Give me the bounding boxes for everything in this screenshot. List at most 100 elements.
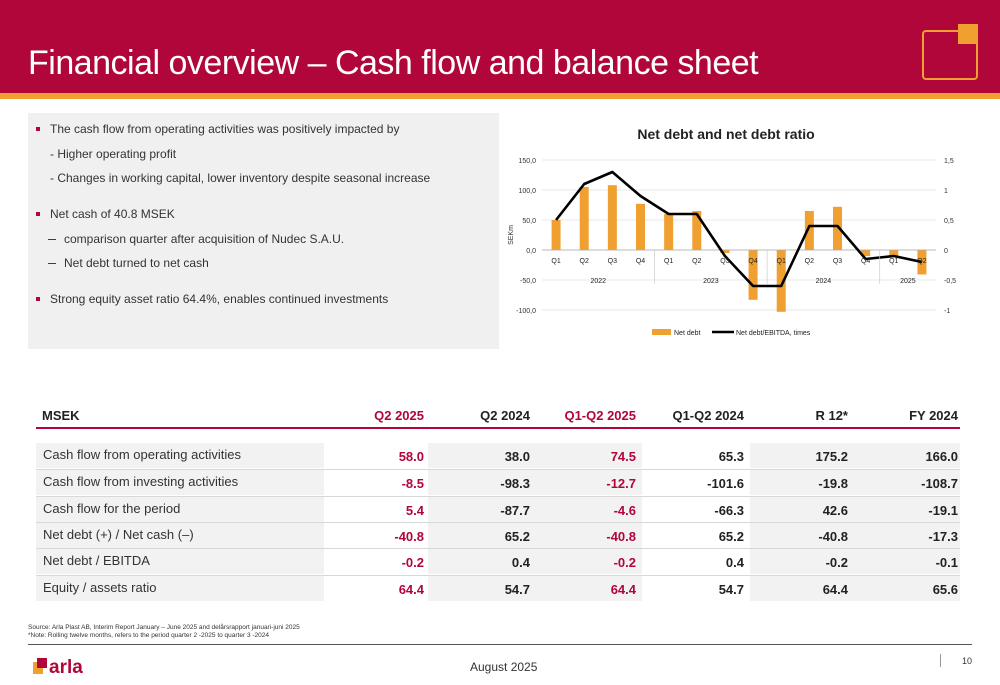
x-tick-label: Q4 [861, 258, 870, 265]
row-ytd-bg [428, 497, 642, 522]
table-cell: -19.1 [928, 503, 958, 518]
row-label: Cash flow from investing activities [43, 474, 239, 489]
row-fy-bg [750, 443, 960, 468]
table-cell: -19.8 [818, 476, 848, 491]
x-tick-label: Q3 [608, 258, 617, 265]
table-cell: 54.7 [504, 582, 530, 597]
column-header: FY 2024 [909, 408, 958, 423]
bullet-panel: The cash flow from operating activities … [28, 113, 499, 349]
column-header: R 12* [815, 408, 848, 423]
page-number: 10 [962, 656, 973, 666]
bar [776, 250, 786, 312]
bullet-2-sub-1: comparison quarter after acquisition of … [64, 232, 345, 246]
legend-line-label: Net debt/EBITDA, times [736, 330, 811, 337]
y-tick-label: -50,0 [520, 278, 536, 285]
bar [917, 250, 927, 275]
bar [692, 211, 702, 250]
table-cell: 175.2 [815, 449, 848, 464]
row-fy-bg [750, 497, 960, 522]
bullet-1-sub-1: - Higher operating profit [50, 147, 177, 161]
table-header-line [36, 427, 960, 429]
table-cell: 64.4 [610, 582, 636, 597]
column-header: Q2 2024 [480, 408, 530, 423]
ratio-line [555, 170, 923, 288]
table-cell: -4.6 [613, 503, 636, 518]
bullet-1: The cash flow from operating activities … [50, 122, 400, 136]
table-cell: 65.6 [932, 582, 958, 597]
brand-name: arla [49, 657, 83, 678]
footer-line [28, 644, 972, 645]
x-tick-label: Q2 [805, 258, 814, 265]
column-header: Q1-Q2 2025 [564, 408, 636, 423]
dash-marker [48, 239, 56, 240]
table-cell: 58.0 [398, 449, 424, 464]
table-cell: 64.4 [822, 582, 848, 597]
table-cell: 65.2 [504, 529, 530, 544]
table-cell: -0.2 [401, 555, 424, 570]
table-cell: 166.0 [925, 449, 958, 464]
x-tick-label: Q3 [833, 258, 842, 265]
column-header: Q2 2025 [374, 408, 424, 423]
y-tick-label: -100,0 [516, 308, 536, 315]
row-ytd-bg [428, 576, 642, 601]
table-cell: -40.8 [394, 529, 424, 544]
bar [889, 250, 899, 258]
row-ytd-bg [428, 549, 642, 574]
page-title: Financial overview – Cash flow and balan… [28, 44, 759, 82]
y2-tick-label: -1 [944, 308, 950, 315]
table-cell: -0.2 [825, 555, 848, 570]
y2-tick-label: 1 [944, 188, 948, 195]
x-tick-label: Q1 [551, 258, 560, 265]
row-label-bg [36, 549, 324, 574]
table-cell: 65.3 [718, 449, 744, 464]
row-ytd-bg [428, 470, 642, 495]
bullet-1-sub-2: - Changes in working capital, lower inve… [50, 171, 431, 185]
y-tick-label: 150,0 [518, 158, 536, 165]
year-label: 2022 [590, 278, 606, 285]
financial-table: MSEK Q2 2025 Q2 2024 Q1-Q2 2025 Q1-Q2 2024 R… [28, 395, 960, 610]
arla-logo-icon: arla [33, 654, 103, 683]
bar [861, 250, 871, 256]
row-label: Net debt / EBITDA [43, 553, 150, 568]
row-ytd-bg [428, 523, 642, 548]
table-cell: 0.4 [725, 555, 744, 570]
footnote: *Note: Rolling twelve months, refers to … [28, 632, 269, 639]
bar [664, 214, 674, 250]
row-fy-bg [750, 523, 960, 548]
footer-date: August 2025 [470, 660, 538, 674]
row-separator [36, 496, 960, 497]
x-tick-label: Q3 [720, 258, 729, 265]
row-separator [36, 548, 960, 549]
table-cell: 38.0 [504, 449, 530, 464]
row-label: Equity / assets ratio [43, 580, 157, 595]
row-label-bg [36, 497, 324, 522]
row-label-bg [36, 470, 324, 495]
legend-bar-swatch [652, 329, 671, 335]
bullet-marker [36, 127, 40, 131]
table-unit-header: MSEK [42, 408, 80, 423]
y-tick-label: 50,0 [522, 218, 536, 225]
bar [607, 185, 617, 250]
row-label-bg [36, 576, 324, 601]
row-fy-bg [750, 549, 960, 574]
bullet-3: Strong equity asset ratio 64.4%, enables… [50, 292, 389, 306]
table-cell: -8.5 [401, 476, 424, 491]
x-tick-label: Q1 [889, 258, 898, 265]
table-cell: 54.7 [718, 582, 744, 597]
header-bar [0, 0, 1000, 93]
table-cell: -87.7 [500, 503, 530, 518]
year-label: 2024 [816, 278, 832, 285]
row-fy-bg [750, 576, 960, 601]
y-tick-label: 100,0 [518, 188, 536, 195]
dash-marker [48, 263, 56, 264]
row-separator [36, 575, 960, 576]
table-cell: -98.3 [500, 476, 530, 491]
column-header: Q1-Q2 2024 [672, 408, 744, 423]
table-cell: -0.1 [935, 555, 958, 570]
x-tick-label: Q2 [580, 258, 589, 265]
row-separator [36, 469, 960, 470]
legend-bar-label: Net debt [674, 330, 701, 337]
x-tick-label: Q2 [917, 258, 926, 265]
y2-tick-label: -0,5 [944, 278, 956, 285]
